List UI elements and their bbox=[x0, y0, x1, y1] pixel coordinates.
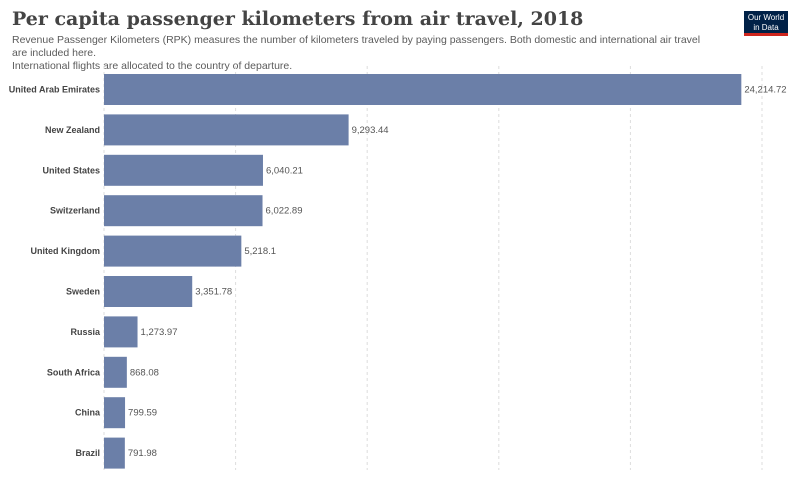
bar[interactable] bbox=[104, 397, 126, 429]
bar[interactable] bbox=[104, 154, 263, 186]
bar[interactable] bbox=[104, 356, 127, 388]
bar[interactable] bbox=[104, 276, 193, 307]
category-label: Brazil bbox=[75, 448, 100, 458]
bar[interactable] bbox=[104, 316, 138, 348]
chart-title: Per capita passenger kilometers from air… bbox=[12, 8, 584, 30]
bar-layer: United Arab Emirates 24,214.72 New Zealand… bbox=[9, 74, 787, 469]
logo-line-1: Our World bbox=[747, 13, 785, 22]
logo-line-2: in Data bbox=[753, 23, 779, 32]
category-label: Switzerland bbox=[50, 206, 100, 216]
bar[interactable] bbox=[104, 114, 349, 146]
value-label: 799.59 bbox=[128, 408, 157, 419]
bar[interactable] bbox=[104, 74, 742, 105]
category-label: United States bbox=[42, 165, 100, 175]
value-label: 791.98 bbox=[128, 448, 157, 459]
value-label: 5,218.1 bbox=[244, 246, 276, 257]
subtitle-line-1: Revenue Passenger Kilometers (RPK) measu… bbox=[12, 34, 701, 59]
category-label: New Zealand bbox=[45, 125, 100, 135]
value-label: 3,351.78 bbox=[195, 287, 232, 298]
category-label: United Arab Emirates bbox=[9, 85, 100, 95]
value-label: 9,293.44 bbox=[352, 125, 389, 136]
chart-subtitle: Revenue Passenger Kilometers (RPK) measu… bbox=[12, 34, 712, 73]
bar[interactable] bbox=[104, 235, 242, 267]
category-label: Sweden bbox=[66, 287, 100, 297]
category-label: Russia bbox=[70, 327, 101, 337]
bar[interactable] bbox=[104, 437, 125, 469]
category-label: United Kingdom bbox=[31, 246, 101, 256]
value-label: 6,040.21 bbox=[266, 165, 303, 176]
category-label: China bbox=[75, 408, 101, 418]
value-label: 6,022.89 bbox=[266, 206, 303, 217]
value-label: 24,214.72 bbox=[744, 85, 786, 96]
value-label: 868.08 bbox=[130, 367, 159, 378]
category-label: South Africa bbox=[47, 367, 101, 377]
subtitle-line-2: International flights are allocated to t… bbox=[12, 60, 293, 72]
bar[interactable] bbox=[104, 195, 263, 227]
owid-logo[interactable]: Our World in Data bbox=[744, 11, 788, 36]
value-label: 1,273.97 bbox=[141, 327, 178, 338]
